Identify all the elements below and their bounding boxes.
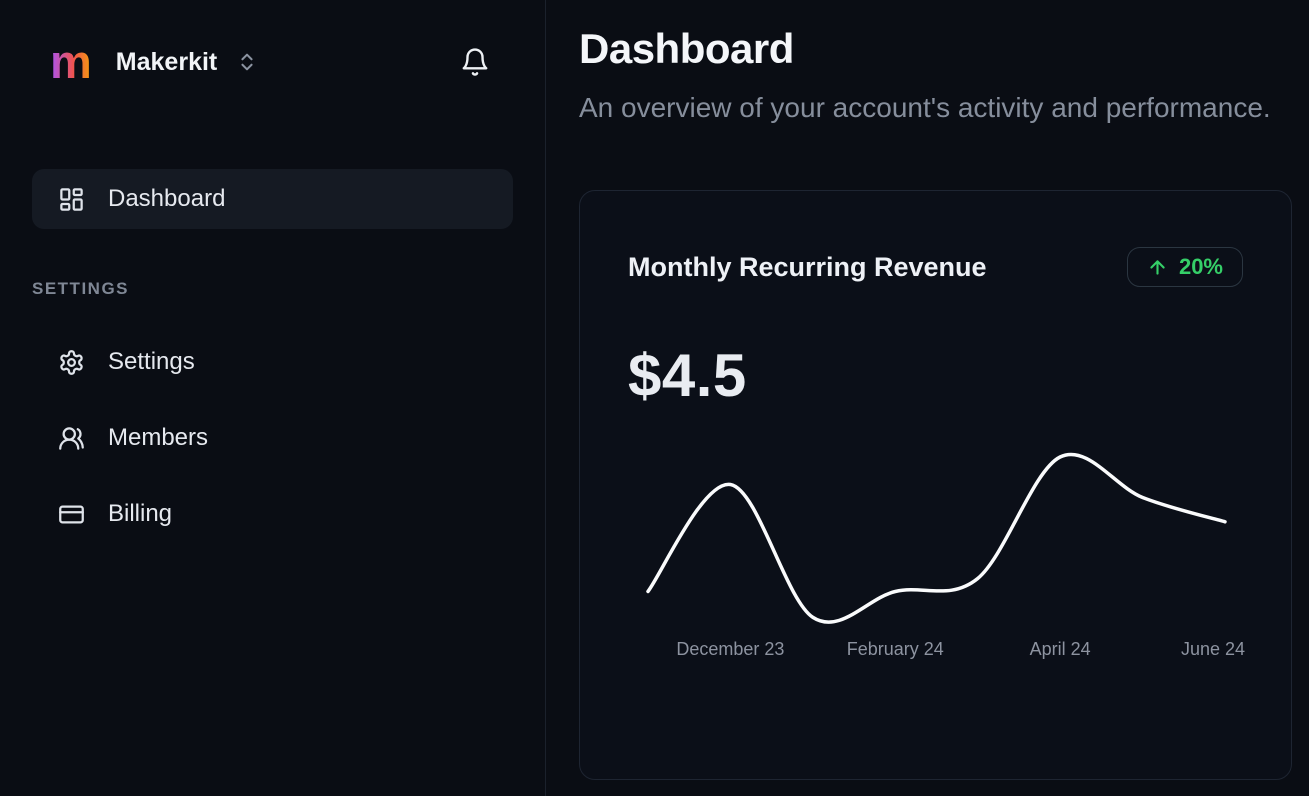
sidebar-item-members[interactable]: Members: [32, 408, 513, 468]
sidebar-item-label: Billing: [108, 500, 173, 527]
bell-icon: [460, 47, 490, 77]
revenue-line: [646, 452, 1227, 624]
makerkit-logo[interactable]: m: [50, 34, 92, 88]
sidebar-item-settings[interactable]: Settings: [32, 332, 513, 392]
x-axis-tick-label: April 24: [1029, 639, 1091, 659]
arrow-up-icon: [1147, 257, 1168, 278]
chevrons-up-down-icon: [236, 51, 258, 73]
team-name: Makerkit: [115, 47, 218, 76]
x-axis-tick-label: June 24: [1180, 639, 1246, 659]
sidebar-item-label: Dashboard: [108, 185, 226, 212]
x-axis-tick-label: December 23: [676, 639, 785, 659]
x-axis: December 23 February 24 April 24 June 24: [628, 639, 1245, 665]
trend-badge: 20%: [1126, 247, 1243, 287]
sidebar-section-settings: SETTINGS: [32, 279, 130, 298]
mrr-card: Monthly Recurring Revenue 20% $4.5 Decem…: [579, 190, 1292, 780]
notifications-button[interactable]: [460, 47, 490, 77]
users-icon: [58, 425, 85, 452]
credit-card-icon: [58, 501, 85, 528]
mrr-card-title: Monthly Recurring Revenue: [628, 251, 987, 282]
trend-value: 20%: [1178, 254, 1223, 279]
layout-dashboard-icon: [58, 186, 85, 213]
sidebar-item-label: Settings: [108, 348, 195, 375]
mrr-card-header: Monthly Recurring Revenue 20%: [628, 247, 1243, 287]
sidebar-header: m Makerkit: [32, 34, 513, 88]
sidebar-item-label: Members: [108, 424, 209, 451]
mrr-value: $4.5: [628, 342, 747, 409]
sidebar-item-dashboard[interactable]: Dashboard: [32, 169, 513, 229]
page-subtitle: An overview of your account's activity a…: [579, 92, 1271, 123]
page-title: Dashboard: [579, 25, 794, 72]
sidebar-item-billing[interactable]: Billing: [32, 484, 513, 544]
gear-icon: [58, 349, 85, 376]
sidebar-settings-nav: Settings Members Billing: [32, 332, 513, 544]
sidebar: m Makerkit: [0, 0, 546, 796]
x-axis-tick-label: February 24: [846, 639, 944, 659]
mrr-chart-canvas: [646, 452, 1227, 624]
main-content: Dashboard An overview of your account's …: [546, 0, 1309, 796]
mrr-chart: December 23 February 24 April 24 June 24: [628, 444, 1245, 665]
team-selector[interactable]: Makerkit: [92, 48, 258, 77]
